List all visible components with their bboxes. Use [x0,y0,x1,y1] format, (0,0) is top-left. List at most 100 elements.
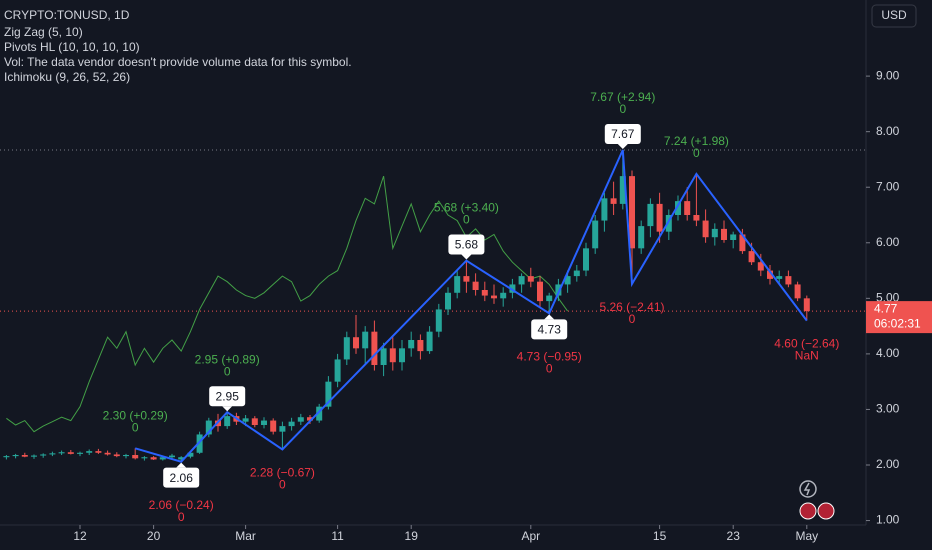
pivot-box [209,386,246,407]
pivot-box-tip [544,314,555,320]
candle-body [159,457,166,460]
pivot-sub: 0 [546,362,553,376]
candle-body [21,455,28,457]
candle-body [665,215,672,232]
pivot-sub: 0 [463,213,470,227]
candle-body [546,295,553,302]
pivot-label: 5.26 (−2.41) [599,300,664,314]
currency[interactable]: USD [881,8,907,22]
pivot-label: 2.30 (+0.29) [103,409,168,423]
candle-body [721,228,727,240]
candle-body [408,340,415,349]
currency-button[interactable] [871,4,917,28]
y-tick-label: 4.00 [876,346,900,360]
x-tick-label: 19 [405,529,419,543]
candle-body [325,381,332,407]
indicator: Vol: The data vendor doesn't provide vol… [4,55,352,69]
candle-body [564,276,571,285]
candle-body [638,226,645,249]
event-icon[interactable] [799,502,817,520]
y-tick-label: 3.00 [876,402,900,416]
pivot-label: 2.95 (+0.89) [195,352,260,366]
pivot-label: 5.68 (+3.40) [434,201,499,215]
pivot-box-label: 5.68 [455,238,479,252]
candle-body [767,270,773,279]
y-tick-label: 5.00 [876,291,900,305]
candle-body [463,276,470,282]
candle-body [739,234,746,252]
pivot-box-tip [176,462,187,468]
candle-body [141,457,148,459]
candle-body [77,452,83,454]
candle-body [518,276,525,285]
candle-body [67,452,74,454]
candle-body [224,416,231,427]
candle-body [132,455,139,459]
y-tick-label: 6.00 [876,235,900,249]
candle-body [500,292,507,299]
pivot-sub: NaN [795,349,819,363]
candle-body [481,290,488,296]
candle-body [730,234,737,240]
y-tick-label: 9.00 [876,68,900,82]
candle-body [31,455,37,457]
pivot-sub: 0 [178,510,185,524]
event-icon[interactable] [817,502,835,520]
candle-body [307,417,313,421]
pivot-box-tip [617,144,628,149]
lagging-span [6,175,569,433]
candle-body [389,348,396,363]
candle-body [150,457,157,460]
candle-body [196,434,203,453]
candle-body [527,276,534,282]
candle-body [693,215,700,221]
candle-body [803,298,810,312]
candle-body [178,457,185,460]
pivot-label: 7.24 (+1.98) [664,134,729,148]
pivot-label: 4.60 (−2.64) [774,337,839,351]
candle-body [610,198,617,204]
x-tick-label: 12 [73,529,87,543]
x-tick-label: 15 [653,529,667,543]
candle-body [261,420,267,425]
countdown: 06:02:31 [874,316,921,330]
candle-body [445,292,451,310]
candle-body [656,203,663,232]
pivot-box [604,124,641,144]
candle-body [426,331,433,352]
pivot-box-tip [461,254,472,260]
alert-icon[interactable] [799,480,817,498]
candle-body [95,451,102,453]
candle-body [49,453,56,455]
candle-body [399,348,405,363]
candle-body [417,340,424,352]
candle-body [12,455,19,457]
candle-body [187,452,194,457]
alert-icon [803,482,811,496]
candle-body [491,295,497,299]
candle-body [86,451,93,453]
candle-body [297,417,304,422]
candle-body [334,359,341,382]
y-tick-label: 1.00 [876,513,900,527]
candle-body [684,201,691,215]
pivot-box-label: 4.73 [538,323,562,337]
pivot-label: 2.28 (−0.67) [250,466,315,480]
candle-body [472,281,479,290]
y-tick-label: 2.00 [876,457,900,471]
x-tick-label: Apr [521,529,540,543]
pivot-sub: 0 [693,146,700,160]
pivot-label: 7.67 (+2.94) [590,90,655,104]
candle-body [279,426,286,432]
pivot-sub: 0 [132,421,139,435]
candle-body [601,198,608,221]
candle-body [454,276,461,293]
candle-body [509,284,516,293]
candle-body [40,454,47,456]
y-tick-label: 8.00 [876,124,900,138]
candle-body [113,454,120,457]
pivot-sub: 0 [619,102,626,116]
candle-body [123,455,129,457]
price-tag-label: 4.77 [874,301,898,315]
